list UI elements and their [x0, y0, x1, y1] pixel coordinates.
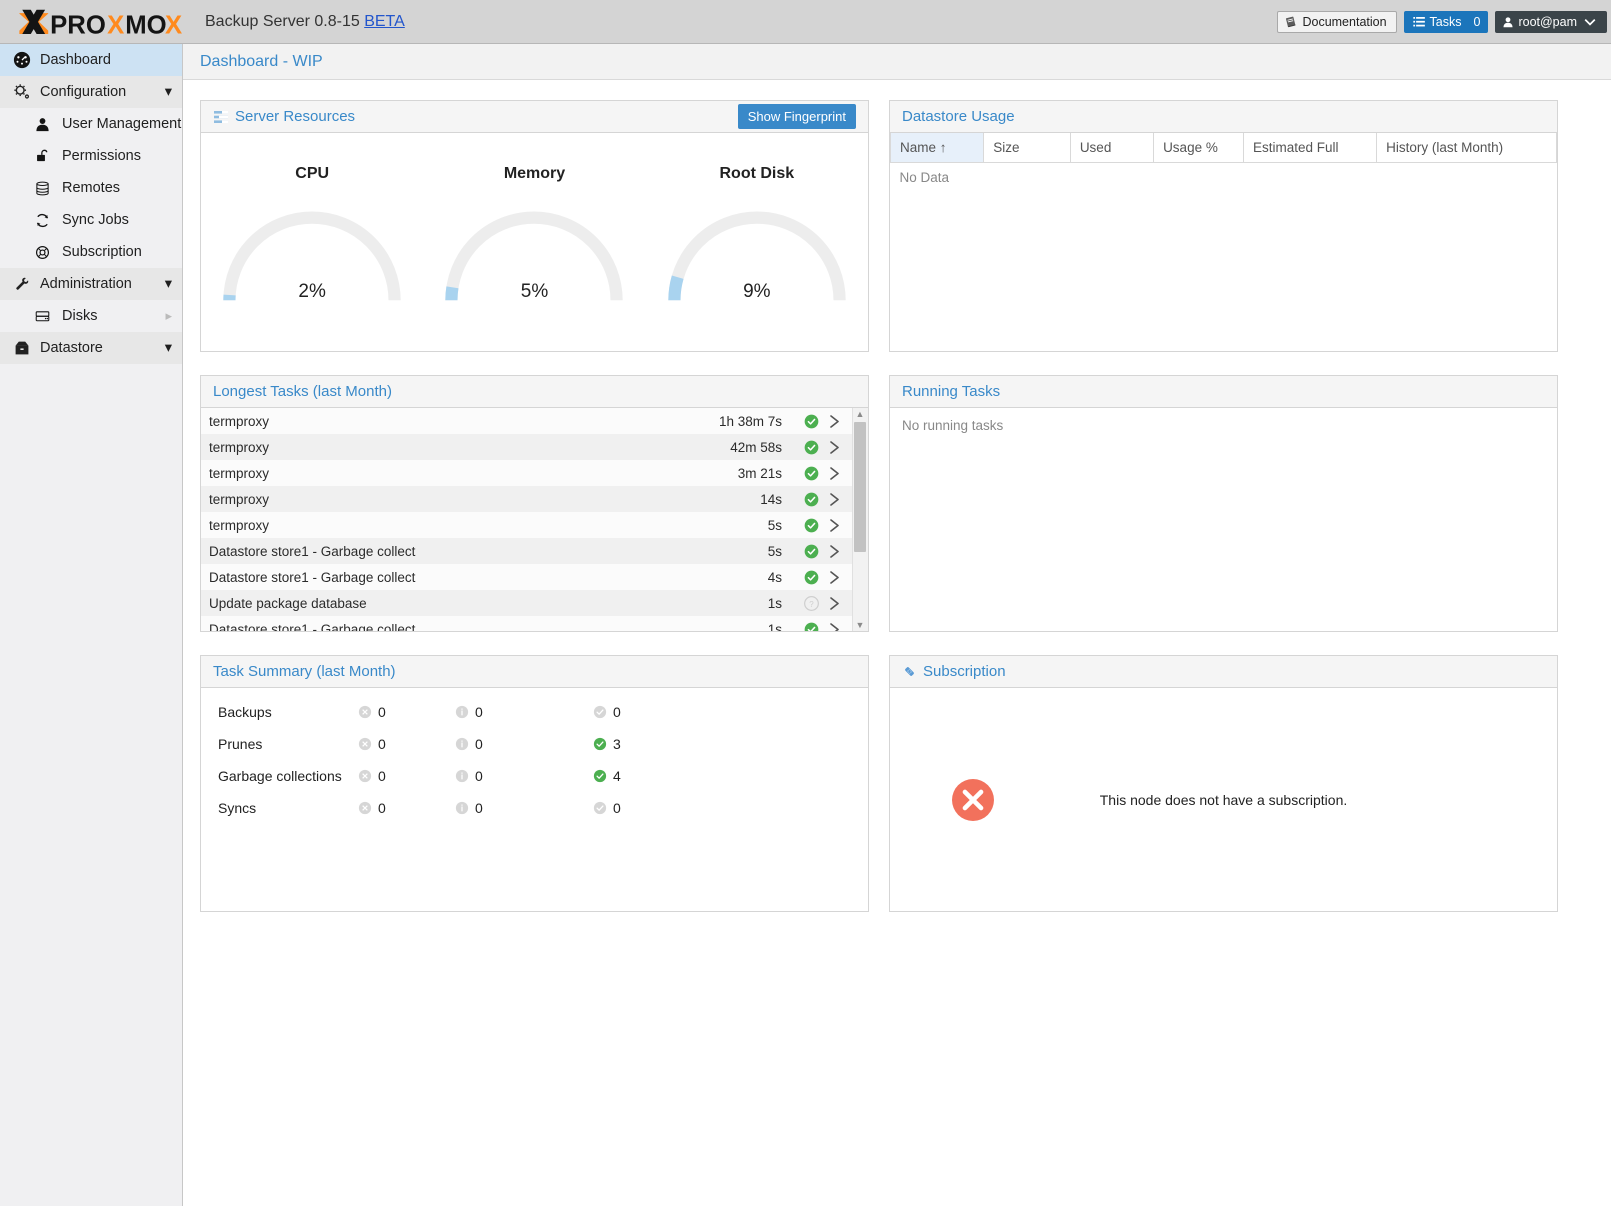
svg-text:X: X [165, 11, 182, 39]
svg-text:X: X [107, 11, 124, 39]
svg-text:PRO: PRO [50, 11, 106, 39]
svg-text:?: ? [809, 599, 814, 608]
svg-text:MO: MO [125, 11, 166, 39]
